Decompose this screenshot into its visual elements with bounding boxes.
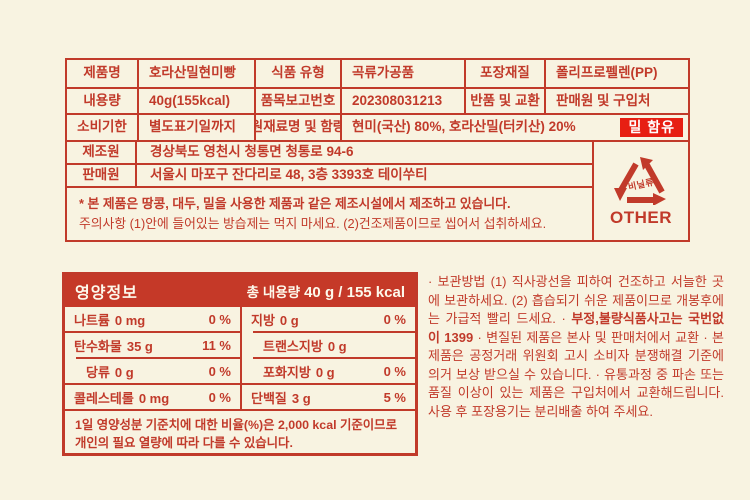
handling-note: 주의사항 (1)안에 들어있는 방습제는 먹지 마세요. (2)건조제품이므로 … bbox=[79, 216, 547, 232]
nutrition-body: 나트륨 0 mg 0 % 탄수화물 35 g 11 % 당류 0 g 0 % 콜레스테… bbox=[65, 307, 415, 409]
recycle-type-label: OTHER bbox=[610, 207, 672, 227]
seller-value: 서울시 마포구 잔다리로 48, 3층 3393호 테이쑤티 bbox=[150, 167, 428, 183]
nutrient-row-transfat: 트랜스지방 0 g bbox=[263, 338, 347, 354]
return-exchange-label: 반품 및 교환 bbox=[464, 86, 544, 114]
nutrient-row-fat: 지방 0 g 0 % bbox=[251, 311, 406, 328]
seller-label: 판매원 bbox=[67, 165, 137, 187]
net-weight-label: 내용량 bbox=[67, 86, 137, 114]
expiry-label: 소비기한 bbox=[67, 113, 137, 140]
allergen-badge: 밀 함유 bbox=[620, 117, 683, 138]
nutrition-footnote: 1일 영양성분 기준치에 대한 비율(%)은 2,000 kcal 기준이므로 … bbox=[65, 409, 415, 453]
manufacturer-label: 제조원 bbox=[67, 142, 137, 164]
nutrition-total: 총 내용량 40 g / 155 kcal bbox=[246, 284, 405, 301]
divider bbox=[242, 383, 415, 385]
divider bbox=[65, 331, 240, 333]
seller-row: 판매원 서울시 마포구 잔다리로 48, 3층 3393호 테이쑤티 bbox=[67, 165, 592, 189]
return-exchange-value: 판매원 및 구입처 bbox=[544, 86, 688, 114]
food-type-value: 곡류가공품 bbox=[340, 60, 464, 87]
food-type-label: 식품 유형 bbox=[254, 60, 340, 87]
nutrient-row-cholesterol: 콜레스테롤 0 mg 0 % bbox=[74, 389, 231, 406]
nutrient-row-satfat: 포화지방 0 g 0 % bbox=[263, 363, 406, 380]
nutrient-row-sodium: 나트륨 0 mg 0 % bbox=[74, 311, 231, 328]
divider bbox=[253, 331, 415, 333]
recycling-mark-box: 비닐류 OTHER bbox=[592, 140, 690, 242]
manufacturer-value: 경상북도 영천시 청통면 청통로 94-6 bbox=[150, 144, 354, 160]
allergen-facility-note: * 본 제품은 땅콩, 대두, 밀을 사용한 제품과 같은 제조시설에서 제조하… bbox=[79, 196, 511, 212]
report-number-label: 품목보고번호 bbox=[254, 86, 340, 114]
expiry-value: 별도표기일까지 bbox=[137, 113, 254, 140]
nutrition-panel: 영양정보 총 내용량 40 g / 155 kcal 나트륨 0 mg 0 % 탄수… bbox=[62, 272, 418, 456]
package-material-label: 포장재질 bbox=[464, 60, 544, 87]
nutrient-row-carbohydrate: 탄수화물 35 g 11 % bbox=[74, 337, 231, 354]
ingredients-label: 원재료명 및 함량 bbox=[254, 113, 340, 140]
nutrition-header: 영양정보 총 내용량 40 g / 155 kcal bbox=[65, 275, 415, 307]
report-number-value: 202308031213 bbox=[340, 86, 464, 114]
product-name-value: 호라산밀현미빵 bbox=[137, 60, 254, 87]
consumer-notice: · 보관방법 (1) 직사광선을 피하여 건조하고 서늘한 곳에 보관하세요. … bbox=[428, 274, 725, 420]
nutrition-left-column: 나트륨 0 mg 0 % 탄수화물 35 g 11 % 당류 0 g 0 % 콜레스테… bbox=[65, 307, 240, 409]
net-weight-value: 40g(155kcal) bbox=[137, 86, 254, 114]
nutrition-title: 영양정보 bbox=[75, 285, 138, 302]
package-material-value: 폴리프로펠렌(PP) bbox=[544, 60, 688, 87]
nutrition-right-column: 지방 0 g 0 % 트랜스지방 0 g 포화지방 0 g 0 % 단백질 3 g 5 … bbox=[240, 307, 415, 409]
divider bbox=[65, 383, 240, 385]
maker-seller-table: 제조원 경상북도 영천시 청통면 청통로 94-6 판매원 서울시 마포구 잔다… bbox=[65, 140, 594, 242]
ingredients-value: 현미(국산) 80%, 호라산밀(터키산) 20% 밀 함유 bbox=[340, 113, 688, 140]
manufacturer-row: 제조원 경상북도 영천시 청통면 청통로 94-6 bbox=[67, 142, 592, 166]
caution-note: * 본 제품은 땅콩, 대두, 밀을 사용한 제품과 같은 제조시설에서 제조하… bbox=[67, 188, 592, 240]
nutrient-row-sugars: 당류 0 g 0 % bbox=[86, 363, 231, 380]
product-info-table: 제품명 호라산밀현미빵 식품 유형 곡류가공품 포장재질 폴리프로펠렌(PP) … bbox=[65, 58, 690, 142]
nutrient-row-protein: 단백질 3 g 5 % bbox=[251, 389, 406, 406]
product-name-label: 제품명 bbox=[83, 64, 121, 80]
ingredients-text: 현미(국산) 80%, 호라산밀(터키산) 20% bbox=[352, 119, 576, 135]
divider bbox=[253, 357, 415, 359]
divider bbox=[76, 357, 240, 359]
recycle-icon: 비닐류 bbox=[610, 155, 672, 205]
